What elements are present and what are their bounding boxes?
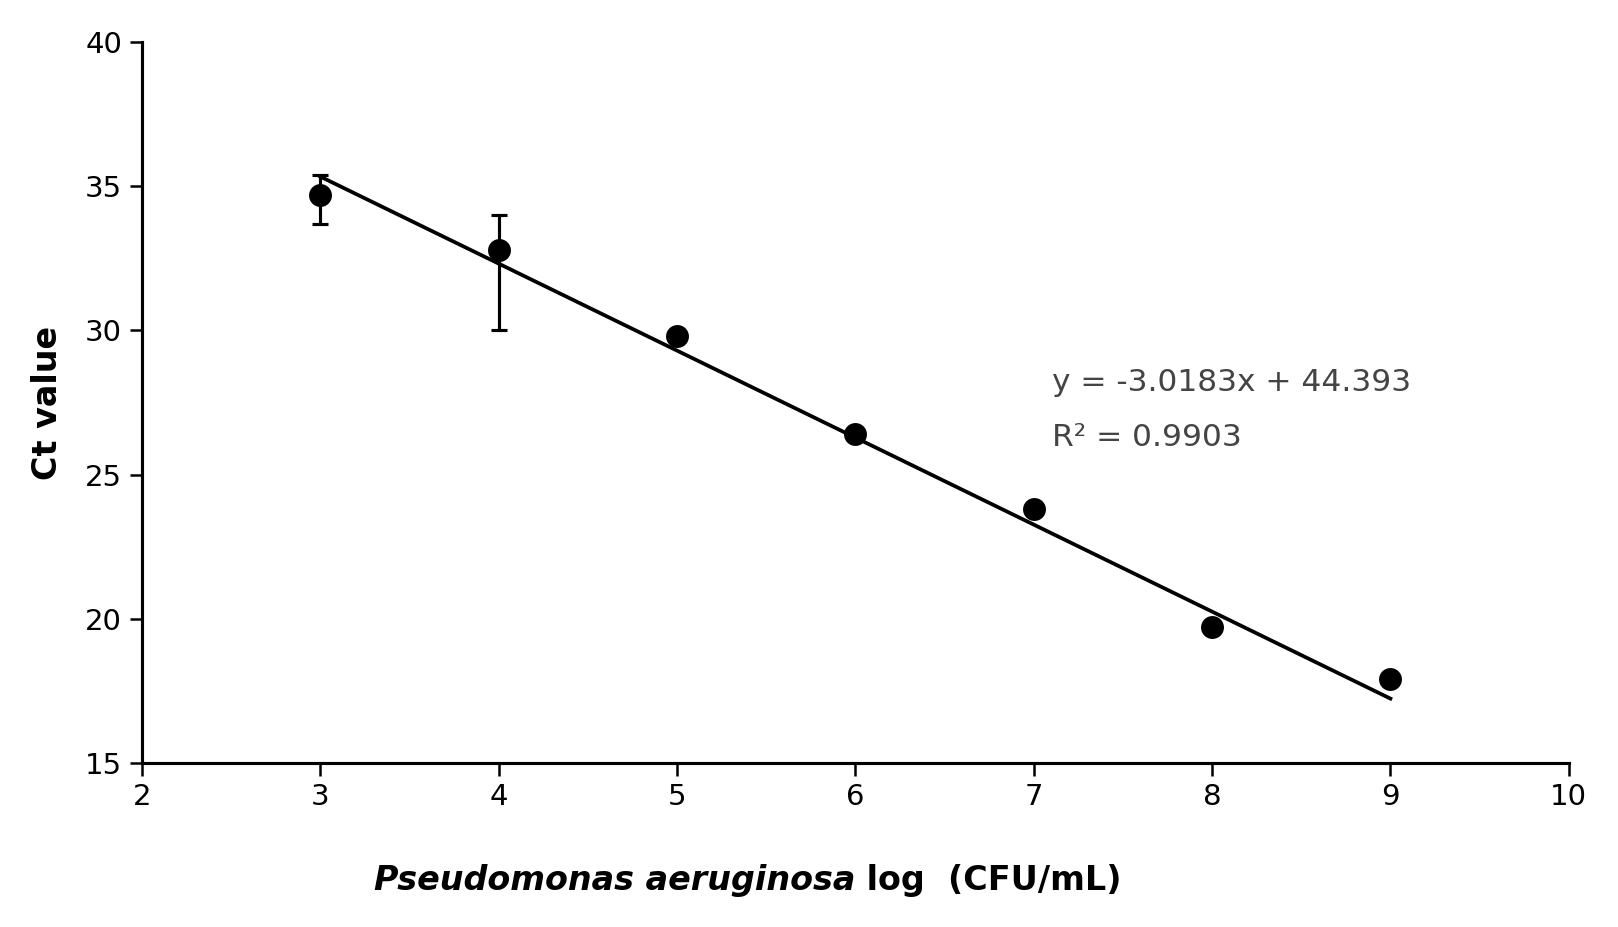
Text: R² = 0.9903: R² = 0.9903 bbox=[1052, 423, 1241, 451]
Text: log  (CFU/mL): log (CFU/mL) bbox=[854, 864, 1121, 896]
Y-axis label: Ct value: Ct value bbox=[31, 325, 65, 479]
Text: Pseudomonas aeruginosa: Pseudomonas aeruginosa bbox=[374, 864, 854, 896]
Text: y = -3.0183x + 44.393: y = -3.0183x + 44.393 bbox=[1052, 368, 1411, 397]
